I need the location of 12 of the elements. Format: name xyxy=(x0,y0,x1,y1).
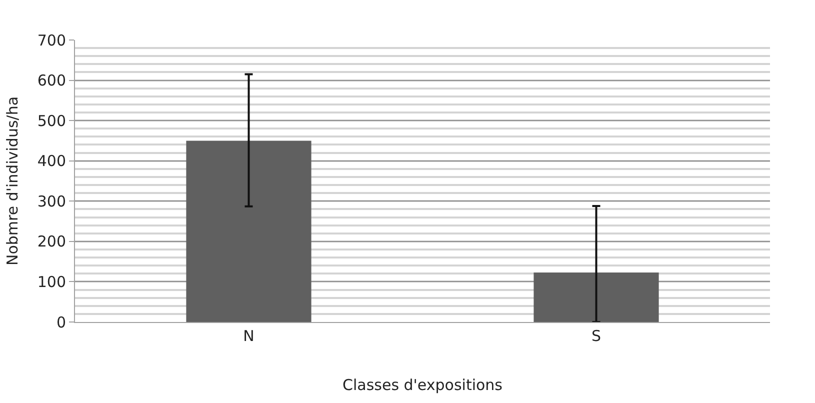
y-tick-label: 500 xyxy=(37,112,66,130)
y-axis-title: Nobmre d'individus/ha xyxy=(4,96,22,266)
y-tick-label: 700 xyxy=(37,31,66,50)
y-tick-label: 200 xyxy=(37,232,66,251)
y-tick-label: 400 xyxy=(37,152,66,170)
y-tick-label: 0 xyxy=(56,313,66,332)
x-tick-label: S xyxy=(591,327,602,345)
y-tick-label: 300 xyxy=(37,192,66,210)
x-axis-title: Classes d'expositions xyxy=(342,376,503,394)
y-tick-label: 100 xyxy=(37,272,66,291)
x-tick-label: N xyxy=(243,327,254,345)
y-tick-label: 600 xyxy=(37,72,66,90)
